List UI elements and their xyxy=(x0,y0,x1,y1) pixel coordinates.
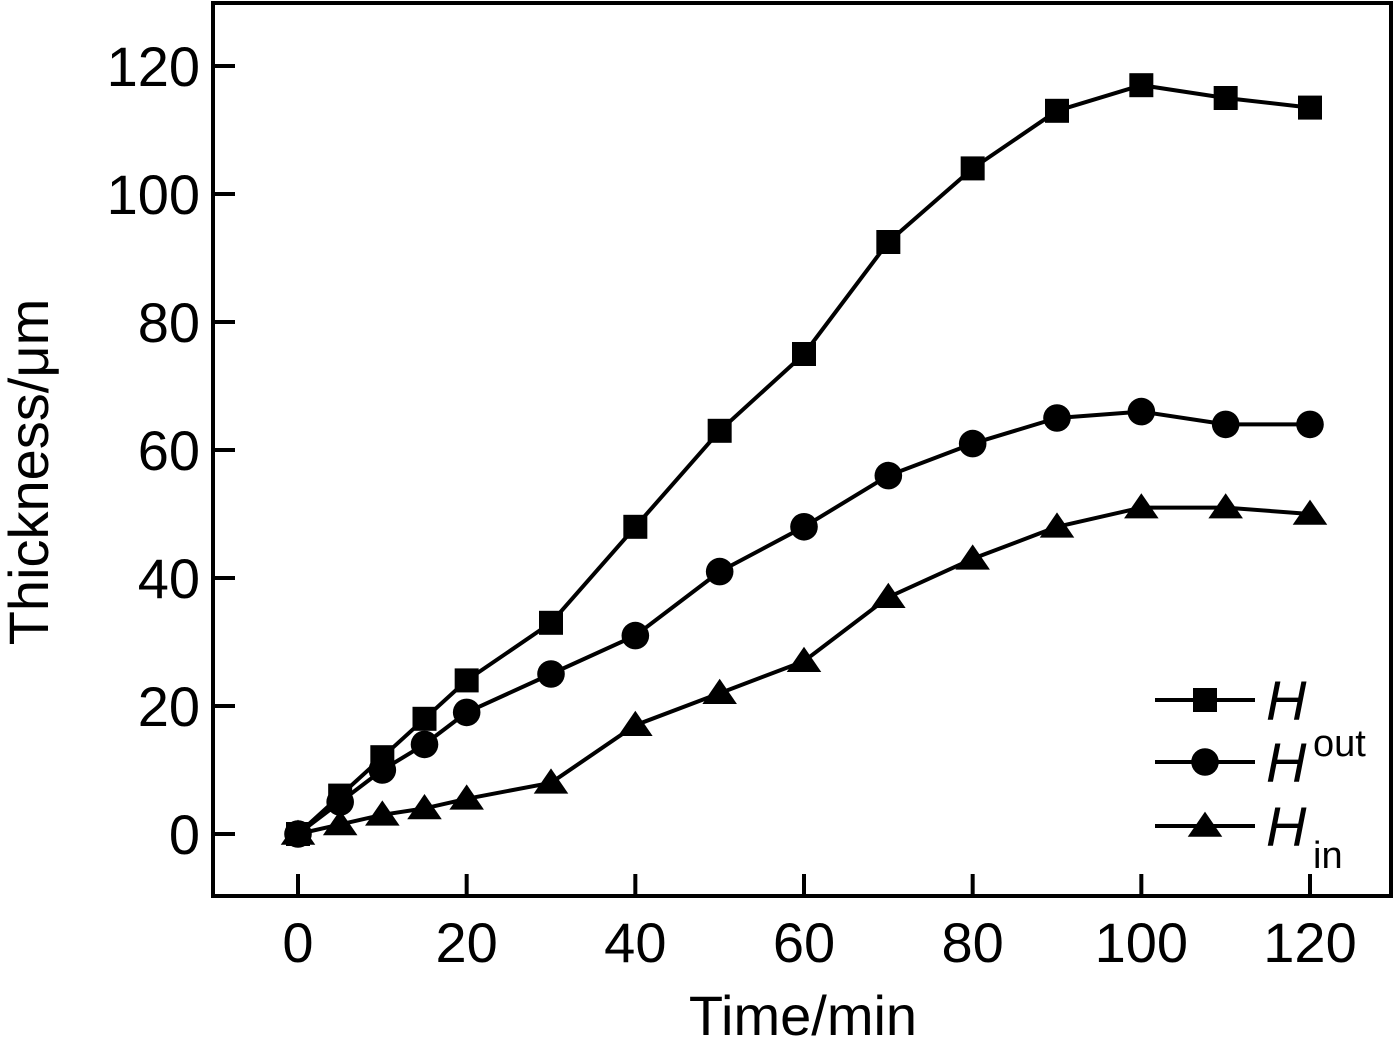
series-Hout xyxy=(284,397,1324,848)
x-tick-label: 120 xyxy=(1263,911,1356,974)
series-layer xyxy=(280,73,1328,848)
legend-marker-Hin xyxy=(1187,811,1223,837)
x-axis: 0 20 40 60 80 100 120 xyxy=(282,874,1357,974)
data-point-H xyxy=(412,706,437,731)
x-tick-label: 100 xyxy=(1095,911,1188,974)
data-point-Hout xyxy=(1043,404,1071,432)
y-tick-label: 0 xyxy=(169,803,200,866)
data-point-H xyxy=(539,610,563,635)
data-point-Hin xyxy=(449,784,484,810)
data-point-Hin xyxy=(618,710,653,736)
data-point-H xyxy=(876,230,901,254)
data-point-H xyxy=(792,342,816,366)
data-point-Hin xyxy=(786,646,822,672)
legend-marker-H xyxy=(1193,688,1217,712)
data-point-Hout xyxy=(1296,410,1324,439)
legend-label-Hout: H xyxy=(1266,731,1307,794)
y-axis: 0 20 40 60 80 100 120 xyxy=(107,35,235,866)
data-point-H xyxy=(707,418,732,443)
series-line-H xyxy=(296,83,1311,836)
data-point-Hin xyxy=(955,544,990,570)
data-point-Hout xyxy=(705,557,734,586)
data-point-H xyxy=(960,156,985,181)
data-point-H xyxy=(1213,86,1238,110)
data-point-Hout xyxy=(621,621,650,650)
series-H xyxy=(286,73,1322,846)
legend-item-H: H xyxy=(1155,669,1307,732)
data-point-H xyxy=(1298,95,1322,120)
data-point-Hin xyxy=(871,582,906,608)
series-Hin xyxy=(280,493,1328,845)
x-tick-label: 40 xyxy=(604,911,666,974)
data-point-Hout xyxy=(1211,410,1240,439)
data-point-Hin xyxy=(533,768,569,794)
legend-label-H: H xyxy=(1266,669,1307,732)
y-tick-label: 40 xyxy=(138,547,200,610)
y-tick-label: 20 xyxy=(138,675,200,738)
data-point-H xyxy=(454,668,479,693)
series-line-Hout xyxy=(296,409,1310,836)
data-point-H xyxy=(1045,98,1069,123)
data-point-H xyxy=(1129,73,1154,98)
y-tick-label: 100 xyxy=(107,163,200,226)
data-point-Hin xyxy=(407,794,442,820)
data-point-Hout xyxy=(452,698,481,727)
data-point-Hin xyxy=(1124,493,1159,519)
data-point-Hout xyxy=(874,461,903,490)
data-point-Hin xyxy=(322,810,358,836)
data-point-Hout xyxy=(1127,397,1156,426)
data-point-Hin xyxy=(365,800,400,826)
y-axis-title: Thickness/μm xyxy=(0,299,60,646)
legend-label-Hin: H xyxy=(1266,795,1307,858)
data-point-Hout xyxy=(790,513,818,541)
y-tick-label: 60 xyxy=(138,419,200,482)
y-tick-label: 120 xyxy=(107,35,200,98)
x-tick-label: 60 xyxy=(773,911,835,974)
x-tick-label: 80 xyxy=(942,911,1004,974)
x-axis-title: Time/min xyxy=(689,984,917,1039)
data-point-Hout xyxy=(326,788,354,816)
data-point-Hout xyxy=(537,660,565,688)
y-tick-label: 80 xyxy=(138,291,200,354)
x-tick-label: 0 xyxy=(282,911,313,974)
data-point-H xyxy=(623,514,648,539)
data-point-Hout xyxy=(410,730,439,759)
data-point-Hout xyxy=(958,429,987,458)
x-tick-label: 20 xyxy=(436,911,498,974)
data-point-Hin xyxy=(1208,493,1243,519)
data-point-Hin xyxy=(702,678,737,704)
legend-label-sup: out xyxy=(1313,723,1366,765)
data-point-Hin xyxy=(1039,512,1075,538)
data-point-Hout xyxy=(368,756,397,784)
data-point-Hin xyxy=(280,819,316,845)
data-point-Hin xyxy=(1292,499,1328,525)
legend-label-sub: in xyxy=(1313,835,1343,877)
legend-marker-Hout xyxy=(1191,748,1219,776)
